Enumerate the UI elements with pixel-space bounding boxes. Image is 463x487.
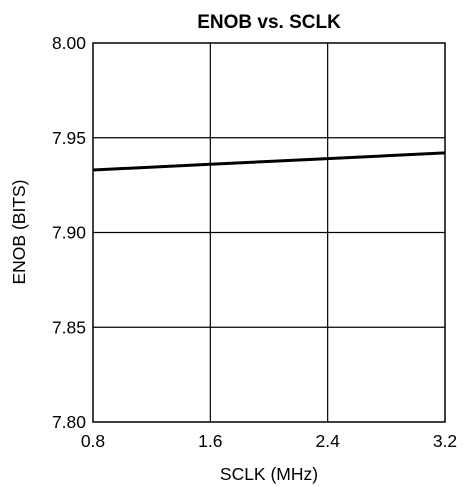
x-tick-label: 1.6: [198, 431, 222, 451]
y-tick-label: 7.80: [52, 412, 86, 432]
x-tick-label: 2.4: [316, 431, 341, 451]
y-axis-label: ENOB (BITS): [9, 179, 29, 284]
chart-title: ENOB vs. SCLK: [197, 12, 341, 33]
y-axis-tick-labels: 7.80 7.85 7.90 7.95 8.00: [52, 33, 86, 432]
series-layer: [92, 151, 446, 172]
x-tick-label: 3.2: [433, 431, 457, 451]
plot-area-frame: [92, 42, 446, 423]
x-axis-tick-labels: 0.8 1.6 2.4 3.2: [81, 431, 457, 451]
series-line-0: [92, 151, 446, 172]
y-tick-label: 8.00: [52, 33, 86, 53]
grid-lines: [93, 43, 445, 422]
y-tick-label: 7.95: [52, 128, 86, 148]
y-tick-label: 7.85: [52, 317, 86, 337]
y-tick-label: 7.90: [52, 223, 86, 243]
x-tick-label: 0.8: [81, 431, 105, 451]
x-axis-label: SCLK (MHz): [220, 464, 318, 484]
